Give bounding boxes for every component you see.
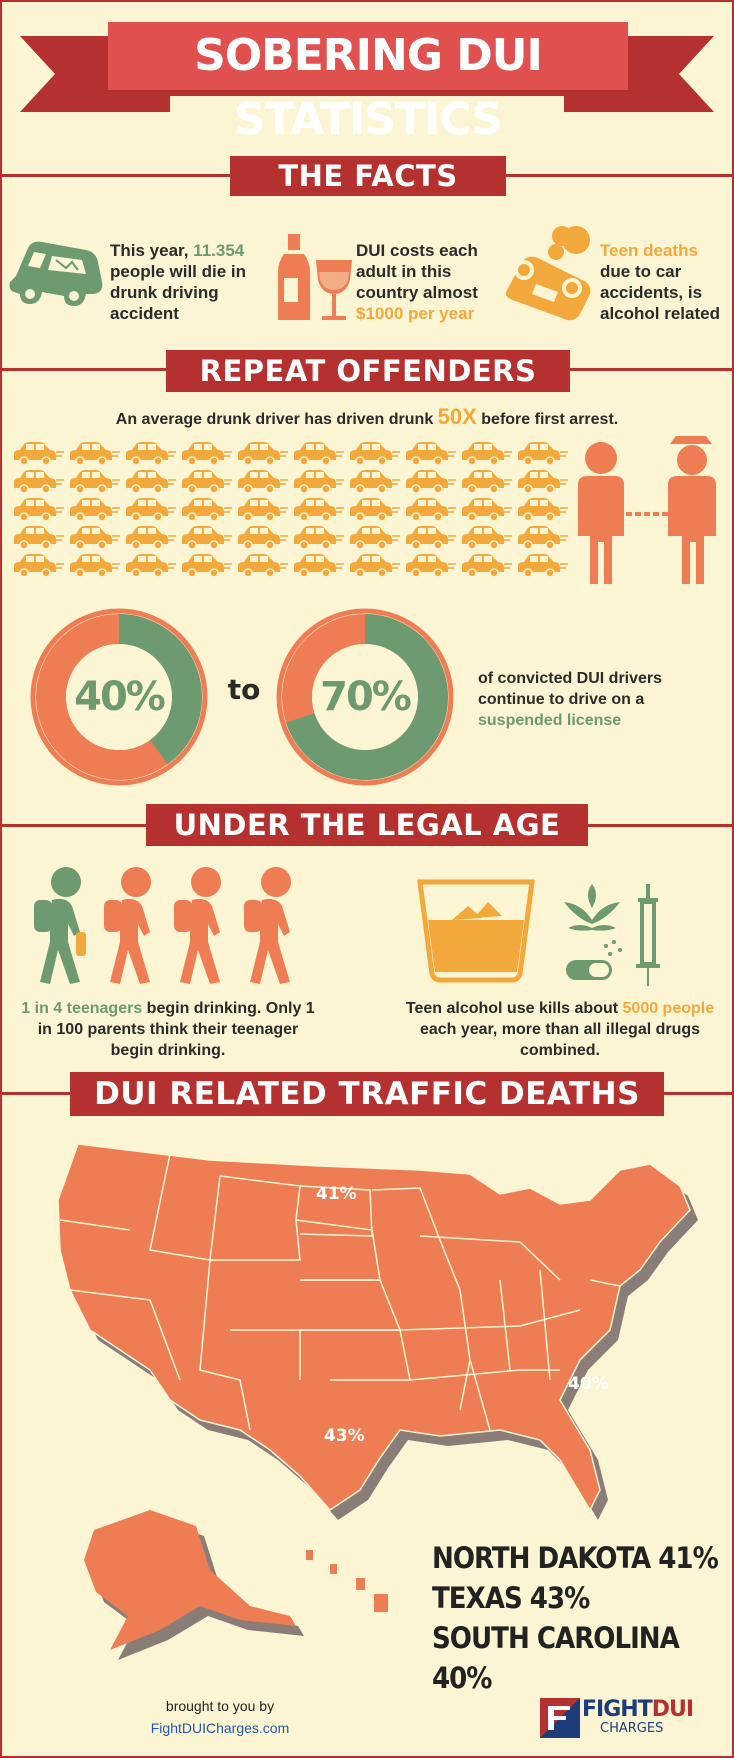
car-icon	[238, 498, 288, 522]
to-label: to	[227, 673, 261, 706]
car-icon	[462, 442, 512, 466]
teenager-icon	[244, 867, 291, 984]
map-label-texas: 43%	[324, 1426, 365, 1446]
car-icon	[406, 554, 456, 578]
stat-texas: TEXAS 43%	[432, 1581, 590, 1615]
teen-alcohol-kills-text: Teen alcohol use kills about 5000 people…	[405, 1000, 715, 1059]
stat-south-carolina: SOUTH CAROLINA 40%	[432, 1621, 680, 1695]
car-icon	[350, 498, 400, 522]
teenager-icon	[104, 867, 151, 984]
car-icon	[294, 470, 344, 494]
stat-north-dakota: NORTH DAKOTA 41%	[432, 1541, 719, 1575]
donut-70	[276, 608, 454, 786]
teenagers-walking-icon	[34, 867, 291, 984]
car-icon	[126, 470, 176, 494]
fact-cost: DUI costs each adult in this country alm…	[356, 241, 478, 323]
car-icon	[238, 554, 288, 578]
teenager-icon	[34, 867, 86, 984]
page-title: SOBERING DUI STATISTICS	[194, 30, 543, 145]
car-icon	[462, 526, 512, 550]
car-icon	[14, 498, 64, 522]
car-icon	[238, 526, 288, 550]
car-icon	[70, 526, 120, 550]
car-icon	[518, 470, 568, 494]
map-label-north-dakota: 41%	[316, 1184, 357, 1204]
fact-deaths: This year, 11.354 people will die in dru…	[110, 241, 247, 323]
car-icon	[14, 554, 64, 578]
car-icon	[350, 554, 400, 578]
title-ribbon	[20, 22, 714, 112]
car-icon	[126, 554, 176, 578]
alaska-shape	[84, 1510, 304, 1660]
car-icon	[70, 470, 120, 494]
car-icon	[70, 554, 120, 578]
car-icon	[238, 442, 288, 466]
cannabis-leaf-icon	[564, 884, 620, 938]
us-map	[57, 1143, 698, 1660]
section-repeat-title: REPEAT OFFENDERS	[166, 350, 570, 392]
car-icon	[126, 442, 176, 466]
car-icon	[70, 498, 120, 522]
repeat-line: An average drunk driver has driven drunk…	[115, 404, 619, 429]
car-icon	[294, 526, 344, 550]
car-icon	[126, 498, 176, 522]
syringe-icon	[636, 884, 660, 986]
car-icon	[350, 442, 400, 466]
car-icon	[518, 526, 568, 550]
donut-70-label: 70%	[320, 674, 412, 720]
car-icon	[406, 498, 456, 522]
teen-drinking-text: 1 in 4 teenagers begin drinking. Only 1 …	[21, 1000, 315, 1059]
fightdui-logo-text: FIGHTDUI CHARGES	[582, 1697, 694, 1736]
police-officer-icon	[668, 436, 716, 584]
site-link[interactable]: FightDUICharges.com	[150, 1720, 290, 1736]
pill-icon	[566, 960, 612, 980]
car-icon	[182, 498, 232, 522]
car-icon	[294, 554, 344, 578]
map-label-south-carolina: 40%	[568, 1374, 609, 1394]
section-facts-title: THE FACTS	[230, 156, 506, 196]
teenager-icon	[174, 867, 221, 984]
car-icon	[518, 498, 568, 522]
car-icon	[406, 470, 456, 494]
convicted-text: of convicted DUI drivers continue to dri…	[478, 670, 663, 729]
car-icon	[14, 442, 64, 466]
state-stats: NORTH DAKOTA 41% TEXAS 43% SOUTH CAROLIN…	[432, 1538, 732, 1698]
car-icon	[350, 526, 400, 550]
fightdui-logo-icon	[540, 1698, 580, 1738]
car-icon	[70, 442, 120, 466]
car-icon	[14, 470, 64, 494]
car-icon	[462, 498, 512, 522]
car-icon	[126, 526, 176, 550]
fact-teen: Teen deaths due to car accidents, is alc…	[600, 241, 720, 323]
car-icon	[462, 470, 512, 494]
section-legal-title: UNDER THE LEGAL AGE	[146, 804, 588, 846]
donut-40-label: 40%	[74, 674, 166, 720]
whiskey-glass-icon	[417, 879, 535, 983]
car-icon	[518, 442, 568, 466]
car-icon	[518, 554, 568, 578]
car-icon	[238, 470, 288, 494]
car-icon	[406, 442, 456, 466]
car-icon	[14, 526, 64, 550]
overturned-car-icon	[505, 226, 591, 321]
donut-40	[30, 608, 208, 786]
car-icon	[350, 470, 400, 494]
car-icon	[182, 554, 232, 578]
car-icon	[182, 526, 232, 550]
car-icon	[182, 442, 232, 466]
drugs-icon	[564, 884, 660, 986]
handcuffed-person-icon	[578, 442, 624, 584]
car-icon	[294, 442, 344, 466]
section-traffic-title: DUI RELATED TRAFFIC DEATHS	[70, 1072, 664, 1116]
hawaii-shape	[306, 1550, 388, 1612]
crashed-car-icon	[9, 241, 103, 306]
car-icon	[182, 470, 232, 494]
car-icon	[462, 554, 512, 578]
brought-by: brought to you by	[165, 1698, 275, 1714]
car-icon	[294, 498, 344, 522]
wine-bottle-glass-icon	[278, 234, 352, 320]
car-icon	[406, 526, 456, 550]
car-grid	[14, 436, 716, 584]
